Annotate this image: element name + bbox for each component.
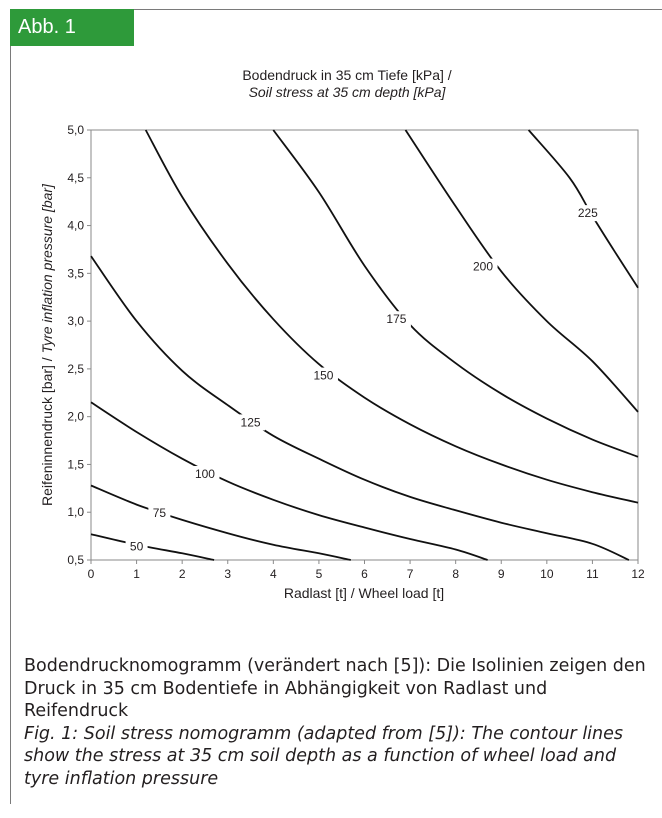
y-axis-label: Reifeninnendruck [bar] / Tyre inflation … xyxy=(39,183,55,506)
contour-label-bg xyxy=(125,538,148,555)
x-axis: 0 1 2 3 4 5 6 7 8 9 10 11 12 xyxy=(88,560,645,581)
x-tick-label: 12 xyxy=(631,567,645,581)
y-tick-label: 4,5 xyxy=(67,171,84,185)
contour-chart: Bodendruck in 35 cm Tiefe [kPa] / Soil s… xyxy=(39,67,645,601)
contour-line-50 xyxy=(90,533,215,561)
x-tick-label: 9 xyxy=(498,567,505,581)
y-tick-label: 4,0 xyxy=(67,219,84,233)
contour-line-125 xyxy=(90,255,630,561)
y-axis-label-en: Tyre inflation pressure [bar] xyxy=(39,183,55,353)
contour-label-75: 75 xyxy=(153,506,167,520)
contour-line-150 xyxy=(144,129,639,504)
x-axis-label: Radlast [t] / Wheel load [t] xyxy=(284,585,444,601)
frame-top-border xyxy=(10,9,662,10)
x-tick-label: 11 xyxy=(586,567,599,581)
contour-line-100 xyxy=(90,401,488,561)
contour-label-50: 50 xyxy=(130,540,144,554)
y-tick-label: 2,5 xyxy=(67,362,84,376)
caption-english: Fig. 1: Soil stress nomogramm (adapted f… xyxy=(24,723,624,789)
x-tick-label: 0 xyxy=(88,567,95,581)
x-tick-label: 1 xyxy=(133,567,140,581)
frame-left-border xyxy=(10,9,11,804)
contour-label-200: 200 xyxy=(473,260,493,274)
x-tick-label: 4 xyxy=(270,567,277,581)
plot-area xyxy=(90,129,639,561)
y-axis: 0,5 1,0 1,5 2,0 2,5 3,0 3,5 4,0 4,5 5,0 xyxy=(67,123,91,567)
y-tick-label: 3,0 xyxy=(67,314,84,328)
x-tick-label: 5 xyxy=(316,567,323,581)
contour-label-bg xyxy=(468,258,498,275)
y-tick-label: 1,5 xyxy=(67,457,84,471)
y-tick-label: 2,0 xyxy=(67,410,84,424)
contour-label-225: 225 xyxy=(578,206,598,220)
contour-label-bg xyxy=(381,311,411,328)
x-tick-label: 10 xyxy=(540,567,554,581)
figure-tag: Abb. 1 xyxy=(10,9,134,46)
contour-line-200 xyxy=(404,129,639,413)
contour-line-75 xyxy=(90,484,351,561)
contour-label-175: 175 xyxy=(386,312,406,326)
contour-label-bg xyxy=(573,205,603,222)
contour-label-150: 150 xyxy=(313,369,333,383)
contour-label-bg xyxy=(190,466,220,482)
contour-label-bg xyxy=(148,505,171,522)
contour-label-bg xyxy=(308,367,338,384)
y-tick-label: 5,0 xyxy=(67,123,84,137)
y-axis-label-de: Reifeninnendruck [bar] / xyxy=(39,353,55,506)
y-tick-label: 3,5 xyxy=(67,266,84,280)
x-tick-label: 2 xyxy=(179,567,186,581)
caption-german: Bodendrucknomogramm (verändert nach [5])… xyxy=(24,656,646,721)
figure-caption: Bodendrucknomogramm (verändert nach [5])… xyxy=(24,655,654,790)
contour-labels: 50 75 100 125 150 175 200 225 xyxy=(125,205,603,555)
contour-label-125: 125 xyxy=(241,415,261,429)
contour-line-175 xyxy=(272,129,639,458)
y-tick-label: 1,0 xyxy=(67,505,84,519)
contour-label-bg xyxy=(236,414,266,431)
chart-title: Bodendruck in 35 cm Tiefe [kPa] / xyxy=(242,67,451,83)
contour-label-100: 100 xyxy=(195,467,215,481)
x-tick-label: 8 xyxy=(452,567,459,581)
chart-subtitle: Soil stress at 35 cm depth [kPa] xyxy=(249,84,447,100)
x-tick-label: 6 xyxy=(361,567,368,581)
x-tick-label: 3 xyxy=(224,567,231,581)
y-tick-label: 0,5 xyxy=(67,553,84,567)
x-tick-label: 7 xyxy=(407,567,414,581)
